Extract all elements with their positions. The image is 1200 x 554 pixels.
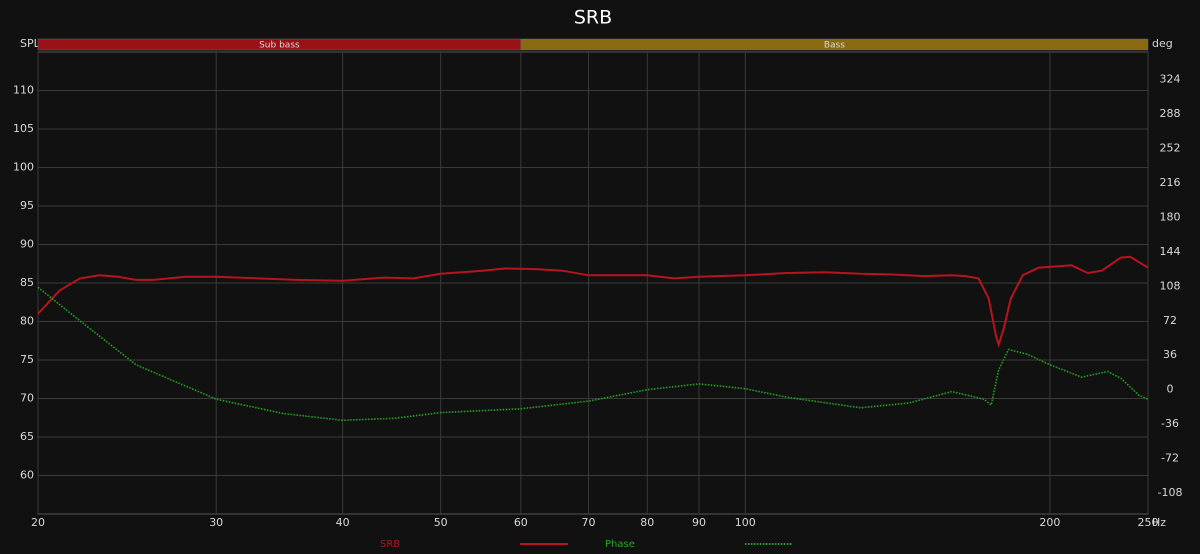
- y2-tick-label: 324: [1160, 73, 1181, 86]
- y-tick-label: 95: [20, 199, 34, 212]
- x-tick-label: 250: [1138, 516, 1159, 529]
- y-tick-label: 75: [20, 353, 34, 366]
- y2-tick-label: 72: [1163, 314, 1177, 327]
- y-tick-label: 80: [20, 315, 34, 328]
- y2-axis-label: deg: [1152, 37, 1173, 50]
- y-tick-label: 85: [20, 276, 34, 289]
- x-tick-label: 80: [640, 516, 654, 529]
- y2-tick-label: 108: [1160, 279, 1181, 292]
- y-tick-label: 100: [13, 161, 34, 174]
- x-tick-label: 90: [692, 516, 706, 529]
- x-axis-label: Hz: [1152, 516, 1166, 529]
- y2-tick-label: 216: [1160, 176, 1181, 189]
- y2-tick-label: 0: [1167, 383, 1174, 396]
- y-tick-label: 70: [20, 392, 34, 405]
- x-tick-label: 20: [31, 516, 45, 529]
- y-tick-label: 65: [20, 430, 34, 443]
- series-line: [37, 286, 1149, 422]
- legend-label: Phase: [605, 539, 635, 550]
- legend-label: SRB: [380, 539, 400, 550]
- y-axis-label: SPL: [20, 37, 41, 50]
- x-tick-label: 100: [735, 516, 756, 529]
- y2-tick-label: 180: [1160, 210, 1181, 223]
- x-tick-label: 70: [582, 516, 596, 529]
- y-tick-label: 110: [13, 84, 34, 97]
- band-label: Bass: [824, 41, 845, 51]
- band: [520, 38, 1149, 51]
- x-tick-label: 60: [514, 516, 528, 529]
- y-tick-label: 105: [13, 122, 34, 135]
- x-tick-label: 40: [336, 516, 350, 529]
- y2-tick-label: 288: [1160, 107, 1181, 120]
- y2-tick-label: -36: [1161, 417, 1179, 430]
- y2-tick-label: 144: [1160, 245, 1181, 258]
- band-label: Sub bass: [259, 41, 300, 51]
- chart-title: SRB: [574, 7, 612, 29]
- y2-tick-label: 36: [1163, 348, 1177, 361]
- y2-tick-label: -72: [1161, 452, 1179, 465]
- y-tick-label: 60: [20, 469, 34, 482]
- series-line: [37, 255, 1149, 348]
- y2-tick-label: 252: [1160, 142, 1181, 155]
- x-tick-label: 30: [209, 516, 223, 529]
- y2-tick-label: -108: [1158, 486, 1183, 499]
- x-tick-label: 50: [434, 516, 448, 529]
- x-tick-label: 200: [1039, 516, 1060, 529]
- y-tick-label: 90: [20, 238, 34, 251]
